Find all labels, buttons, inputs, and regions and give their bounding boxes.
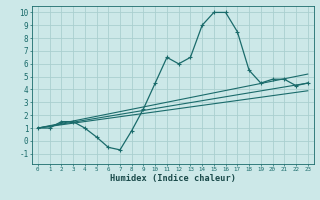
X-axis label: Humidex (Indice chaleur): Humidex (Indice chaleur) <box>110 174 236 183</box>
